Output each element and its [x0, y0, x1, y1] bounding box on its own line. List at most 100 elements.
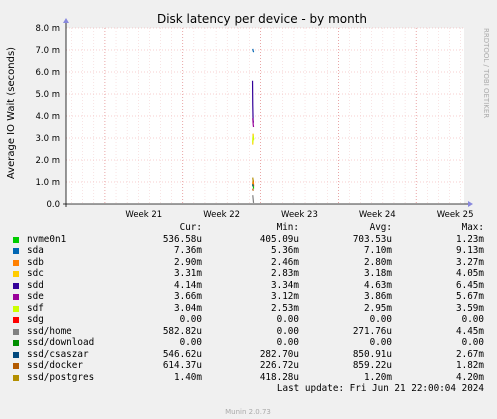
munin-version: Munin 2.0.73: [225, 408, 271, 416]
legend-min: 226.72u: [259, 360, 299, 371]
legend-swatch: [13, 282, 19, 289]
legend-row: sdd 4.14m 3.34m 4.63m 6.45m: [10, 280, 490, 292]
legend-min: 418.28u: [259, 371, 299, 383]
y-tick-label: 6.0 m: [36, 68, 61, 78]
legend-header-avg: Avg:: [369, 222, 392, 233]
legend-min: 405.09u: [259, 233, 299, 245]
last-update: Last update: Fri Jun 21 22:00:04 2024: [276, 383, 484, 394]
series-line-sde: [252, 118, 255, 128]
legend-name: ssd/home: [27, 325, 72, 337]
legend-min: 2.83m: [271, 268, 299, 279]
legend-min: 0.00: [276, 314, 299, 325]
legend-row: ssd/csaszar 546.62u 282.70u 850.91u 2.67m: [10, 349, 490, 361]
rrdtool-side-label: RRDTOOL / TOBI OETIKER: [482, 28, 490, 118]
legend-max: 0.00: [461, 337, 484, 348]
legend-name: sdd: [27, 279, 44, 291]
legend-cur: 3.31m: [174, 268, 202, 279]
legend-min: 0.00: [276, 337, 299, 348]
legend-rows: nvme0n1 536.58u 405.09u 703.53u 1.23m sda 7.36…: [10, 234, 490, 384]
legend-row: nvme0n1 536.58u 405.09u 703.53u 1.23m: [10, 234, 490, 246]
last-update-row: Last update: Fri Jun 21 22:00:04 2024: [10, 383, 490, 395]
legend-swatch: [13, 340, 19, 346]
legend-cur: 536.58u: [162, 233, 202, 245]
y-tick-label: 0.0: [46, 200, 60, 210]
legend-swatch: [13, 305, 19, 312]
legend-min: 3.12m: [271, 291, 299, 302]
legend-avg: 1.20m: [364, 371, 392, 383]
y-axis-arrow: [63, 18, 69, 23]
legend-swatch: [13, 271, 19, 277]
legend-name: sdf: [27, 302, 44, 314]
legend-cur: 0.00: [179, 337, 202, 348]
chart-title: Disk latency per device - by month: [157, 12, 367, 26]
legend-avg: 859.22u: [352, 360, 392, 371]
series-line-ssd-home: [252, 195, 255, 203]
x-tick-label: Week 21: [125, 210, 162, 220]
y-tick-label: 4.0 m: [36, 112, 61, 122]
x-tick-label: Week 22: [203, 210, 240, 220]
legend-min: 0.00: [276, 325, 299, 337]
y-tick-label: 3.0 m: [36, 134, 61, 144]
legend-cur: 0.00: [179, 314, 202, 325]
legend-name: sde: [27, 291, 44, 302]
legend-header-cur: Cur:: [179, 222, 202, 233]
legend-max: 2.67m: [456, 348, 484, 360]
legend-avg: 0.00: [369, 337, 392, 348]
legend-avg: 271.76u: [352, 325, 392, 337]
legend-row: sdg 0.00 0.00 0.00 0.00: [10, 314, 490, 326]
y-tick-label: 8.0 m: [36, 24, 61, 34]
legend-max: 1.82m: [456, 360, 484, 371]
axes: [63, 18, 473, 207]
legend-max: 4.20m: [456, 371, 484, 383]
legend-row: sdf 3.04m 2.53m 2.95m 3.59m: [10, 303, 490, 315]
legend-max: 9.13m: [456, 245, 484, 256]
latency-chart: Disk latency per device - by month Avera…: [6, 12, 490, 220]
legend-row: sdb 2.90m 2.46m 2.80m 3.27m: [10, 257, 490, 269]
legend-header: Cur: Min: Avg: Max:: [10, 222, 490, 234]
footer: Munin 2.0.73: [225, 408, 271, 416]
legend-max: 3.27m: [456, 256, 484, 268]
y-tick-label: 5.0 m: [36, 90, 61, 100]
legend-max: 3.59m: [456, 302, 484, 314]
legend-min: 5.36m: [271, 245, 299, 256]
legend-max: 4.05m: [456, 268, 484, 279]
legend-swatch: [13, 248, 19, 254]
legend-min: 2.46m: [271, 256, 299, 268]
legend-name: nvme0n1: [27, 233, 67, 245]
x-tick-labels: Week 21 Week 22 Week 23 Week 24 Week 25: [125, 210, 473, 220]
legend-header-min: Min:: [276, 222, 299, 233]
legend-row: ssd/home 582.82u 0.00 271.76u 4.45m: [10, 326, 490, 338]
legend-row: ssd/docker 614.37u 226.72u 859.22u 1.82m: [10, 360, 490, 372]
legend-cur: 2.90m: [174, 256, 202, 268]
legend-max: 0.00: [461, 314, 484, 325]
legend-avg: 850.91u: [352, 348, 392, 360]
legend-name: sdc: [27, 268, 44, 279]
legend-avg: 2.95m: [364, 302, 392, 314]
legend-swatch: [13, 259, 19, 266]
legend-max: 1.23m: [456, 233, 484, 245]
y-tick-label: 7.0 m: [36, 46, 61, 56]
legend-avg: 3.18m: [364, 268, 392, 279]
legend-row: ssd/download 0.00 0.00 0.00 0.00: [10, 337, 490, 349]
legend-avg: 3.86m: [364, 291, 392, 302]
legend-row: sde 3.66m 3.12m 3.86m 5.67m: [10, 291, 490, 303]
series-line-sdf: [252, 135, 255, 143]
grid-lines: [66, 27, 464, 204]
y-axis-label: Average IO Wait (seconds): [6, 47, 17, 179]
legend-avg: 7.10m: [364, 245, 392, 256]
legend-avg: 4.63m: [364, 279, 392, 291]
legend-name: ssd/download: [27, 337, 95, 348]
legend-min: 2.53m: [271, 302, 299, 314]
x-axis-arrow: [468, 201, 473, 207]
y-tick-label: 1.0 m: [36, 178, 61, 188]
legend-row: ssd/postgres 1.40m 418.28u 1.20m 4.20m: [10, 372, 490, 384]
y-tick-label: 2.0 m: [36, 156, 61, 166]
legend-name: sdb: [27, 256, 44, 268]
legend-cur: 3.04m: [174, 302, 202, 314]
legend-name: ssd/csaszar: [27, 348, 89, 360]
legend-cur: 4.14m: [174, 279, 202, 291]
x-tick-label: Week 23: [281, 210, 318, 220]
legend-min: 282.70u: [259, 348, 299, 360]
legend-avg: 2.80m: [364, 256, 392, 268]
legend-min: 3.34m: [271, 279, 299, 291]
